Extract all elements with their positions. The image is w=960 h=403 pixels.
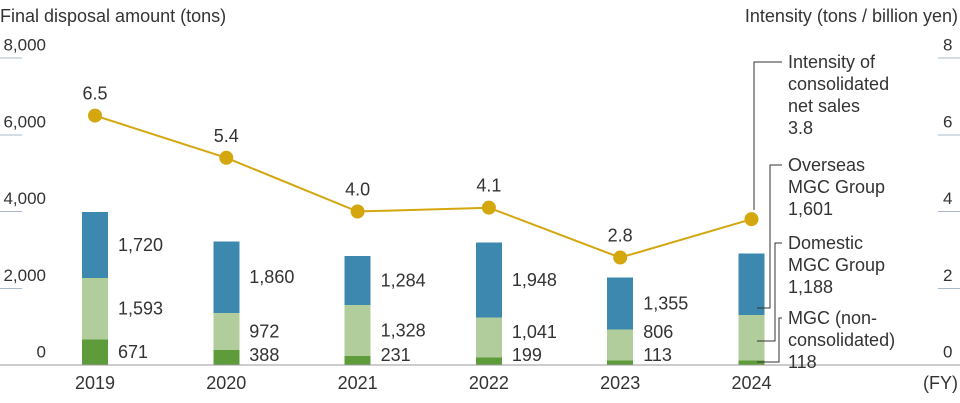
legend-leaders	[753, 61, 782, 363]
bar-segment-2023-mgc-non-consolidated	[607, 360, 634, 365]
left-axis-title: Final disposal amount (tons)	[0, 6, 227, 26]
y-axis: 0 2,000 4,000 6,000 8,000	[0, 36, 46, 362]
bar-segment-2019-mgc-non-consolidated	[82, 339, 108, 365]
bar-segment-2020-domestic-mgc-group	[213, 312, 240, 351]
intensity-point-2021	[350, 204, 365, 219]
intensity-point-2023	[613, 250, 628, 265]
x-tick-label-2022: 2022	[469, 373, 509, 393]
legend-overseas-mgc-group-value: 1,601	[788, 199, 834, 219]
y-tick-label: 8,000	[3, 36, 46, 55]
bar-segment-2020-overseas-mgc-group	[213, 241, 240, 313]
y-tick-label: 2,000	[3, 266, 46, 285]
value-label-2021-overseas-mgc-group: 1,284	[381, 271, 426, 291]
bar-value-labels: 671 1,593 1,720 388 972 1,860 231 1,328 1,284 199…	[118, 235, 688, 365]
legend-intensity: Intensity of consolidated net sales 3.8	[788, 51, 900, 139]
intensity-series: 6.5 5.4 4.0 4.1 2.8	[82, 84, 759, 265]
legend-mgc-non-consolidated-value: 118	[788, 352, 817, 372]
value-label-2019-domestic-mgc-group: 1,593	[118, 299, 163, 319]
value-label-2020-domestic-mgc-group: 972	[249, 321, 279, 341]
value-label-2019-overseas-mgc-group: 1,720	[118, 235, 163, 255]
legend-domestic-mgc-group-value: 1,188	[788, 277, 834, 297]
bar-segment-2022-mgc-non-consolidated	[475, 357, 502, 365]
x-axis-unit-label: (FY)	[923, 373, 958, 393]
value-label-2023-overseas-mgc-group: 1,355	[643, 294, 688, 314]
legend-leader-overseas-mgc-group	[757, 164, 782, 309]
bar-segment-2020-mgc-non-consolidated	[213, 350, 240, 365]
value-label-2021-mgc-non-consolidated: 231	[381, 345, 411, 365]
legend-overseas-mgc-group: Overseas MGC Group 1,601	[788, 154, 900, 220]
legend-mgc-non-consolidated-name: MGC (non-consolidated)	[788, 308, 896, 350]
value-label-2023-domestic-mgc-group: 806	[643, 322, 673, 342]
legend-mgc-non-consolidated: MGC (non-consolidated) 118	[788, 307, 900, 373]
y2-tick-label: 2	[943, 266, 952, 285]
intensity-line	[94, 114, 752, 259]
bar-segment-2024-overseas-mgc-group	[738, 253, 765, 315]
x-tick-label-2024: 2024	[731, 373, 771, 393]
intensity-label-2021: 4.0	[345, 180, 370, 200]
value-label-2022-overseas-mgc-group: 1,948	[512, 270, 557, 290]
y2-axis: 0 2 4 6 8	[938, 36, 960, 362]
legend-overseas-mgc-group-name: Overseas MGC Group	[788, 155, 886, 197]
value-label-2019-mgc-non-consolidated: 671	[118, 342, 148, 362]
bar-segment-2021-overseas-mgc-group	[344, 255, 371, 306]
y-tick-label: 4,000	[3, 189, 46, 208]
x-tick-label-2023: 2023	[600, 373, 640, 393]
y-tick-label: 0	[37, 343, 46, 362]
intensity-label-2020: 5.4	[214, 126, 239, 146]
y2-tick-label: 4	[943, 189, 952, 208]
y2-tick-label: 8	[943, 36, 952, 55]
bar-segment-2022-domestic-mgc-group	[475, 317, 502, 358]
intensity-label-2019: 6.5	[82, 84, 107, 104]
legend-intensity-name: Intensity of consolidated net sales	[788, 52, 890, 116]
bar-segment-2019-overseas-mgc-group	[82, 212, 108, 279]
right-axis-title: Intensity (tons / billion yen)	[744, 6, 958, 26]
bar-segment-2024-domestic-mgc-group	[738, 314, 765, 361]
value-label-2022-mgc-non-consolidated: 199	[512, 345, 542, 365]
x-tick-label-2021: 2021	[338, 373, 378, 393]
x-axis: 2019 2020 2021 2022 2023 2024 (FY)	[0, 364, 960, 393]
bar-segment-2024-mgc-non-consolidated	[738, 360, 765, 365]
intensity-point-2022	[481, 200, 496, 215]
x-tick-label-2020: 2020	[206, 373, 246, 393]
legend-intensity-value: 3.8	[788, 118, 814, 138]
intensity-label-2023: 2.8	[608, 226, 633, 246]
y2-tick-label: 6	[943, 112, 952, 131]
y2-tick-label: 0	[943, 343, 952, 362]
intensity-point-2019	[88, 108, 102, 123]
bar-segment-2021-domestic-mgc-group	[344, 305, 371, 357]
intensity-point-2020	[219, 150, 234, 165]
bar-segment-2021-mgc-non-consolidated	[344, 356, 371, 365]
legend-domestic-mgc-group-name: Domestic MGC Group	[788, 233, 886, 275]
bar-segment-2019-domestic-mgc-group	[82, 278, 108, 340]
intensity-label-2022: 4.1	[476, 176, 501, 196]
bar-segment-2023-domestic-mgc-group	[607, 329, 634, 361]
x-tick-label-2019: 2019	[75, 373, 115, 393]
bars	[82, 212, 765, 365]
value-label-2020-mgc-non-consolidated: 388	[249, 345, 279, 365]
value-label-2023-mgc-non-consolidated: 113	[643, 345, 672, 365]
bar-segment-2023-overseas-mgc-group	[607, 277, 634, 330]
value-label-2020-overseas-mgc-group: 1,860	[249, 267, 294, 287]
intensity-point-2024	[744, 212, 759, 227]
legend-leader-intensity	[753, 61, 782, 210]
bar-segment-2022-overseas-mgc-group	[475, 242, 502, 318]
value-label-2022-domestic-mgc-group: 1,041	[512, 322, 557, 342]
legend-leader-domestic-mgc-group	[757, 242, 782, 342]
y-tick-label: 6,000	[3, 112, 46, 131]
legend-leader-mgc-non-consolidated	[757, 317, 782, 363]
legend-domestic-mgc-group: Domestic MGC Group 1,188	[788, 232, 900, 298]
value-label-2021-domestic-mgc-group: 1,328	[381, 321, 426, 341]
